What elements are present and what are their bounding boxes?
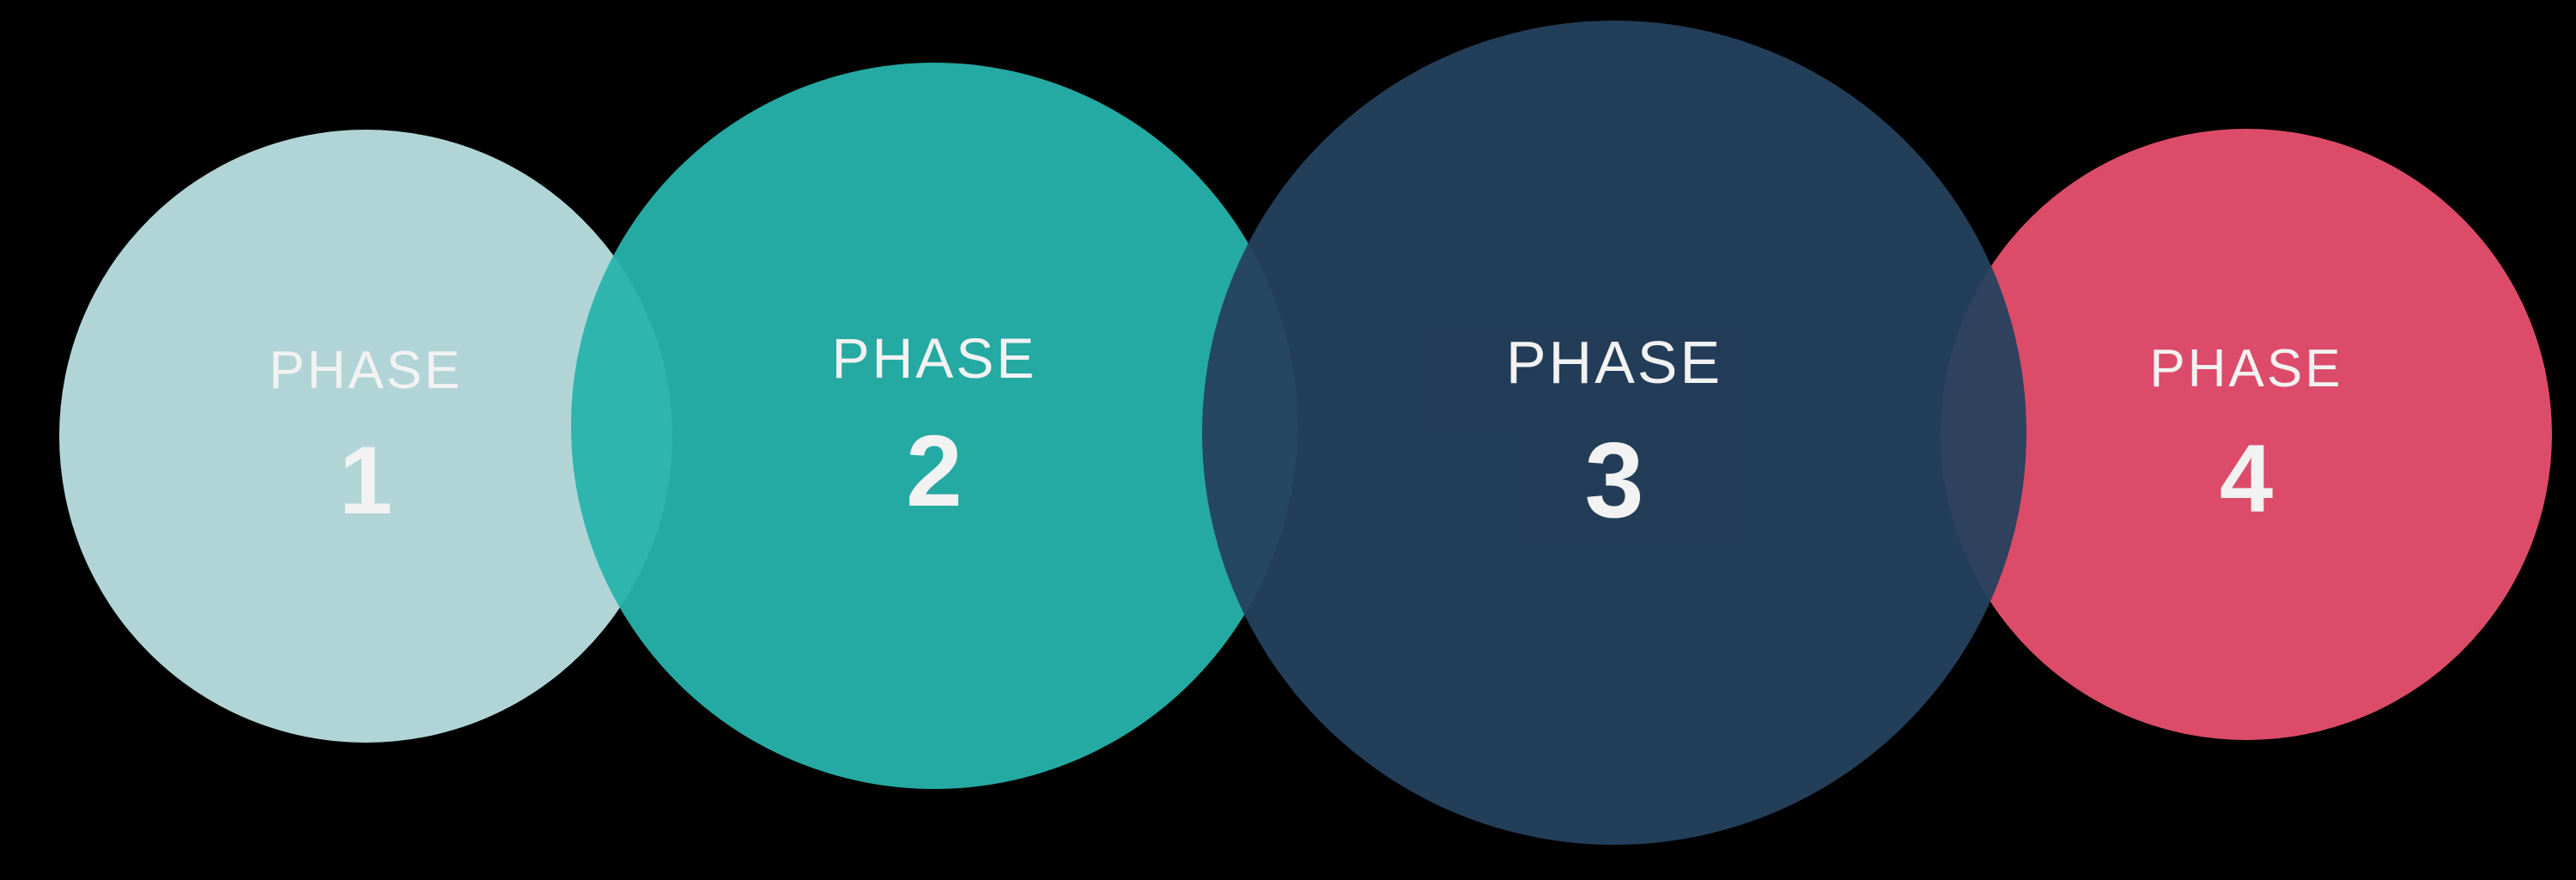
phase-label-3: PHASE <box>1506 326 1722 398</box>
phase-circle-4: PHASE 4 <box>1941 129 2552 740</box>
phase-number-1: 1 <box>339 428 392 533</box>
phase-circle-3: PHASE 3 <box>1202 21 2026 845</box>
phase-label-2: PHASE <box>832 325 1037 392</box>
phase-diagram: PHASE 1 PHASE 2 PHASE 4 PHASE 3 <box>0 0 2576 880</box>
phase-label-1: PHASE <box>269 339 462 403</box>
phase-number-4: 4 <box>2220 426 2273 531</box>
phase-number-2: 2 <box>906 416 963 528</box>
phase-number-3: 3 <box>1585 422 1644 539</box>
phase-label-4: PHASE <box>2149 337 2342 401</box>
phase-circle-2: PHASE 2 <box>571 63 1297 789</box>
